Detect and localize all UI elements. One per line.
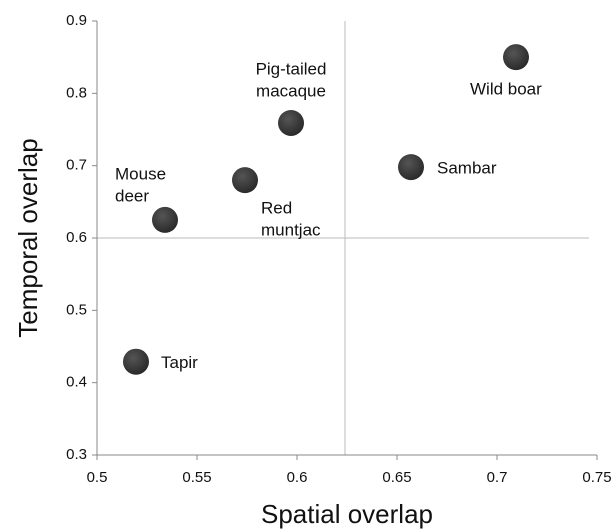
point-label: muntjac xyxy=(261,221,321,240)
point-label: Tapir xyxy=(161,353,198,372)
y-tick-label: 0.5 xyxy=(66,301,87,318)
y-tick-label: 0.8 xyxy=(66,84,87,101)
x-tick-label: 0.7 xyxy=(487,469,508,486)
point-label: Wild boar xyxy=(470,80,542,99)
point xyxy=(232,167,258,194)
point-label: macaque xyxy=(256,81,326,100)
point-label: Red xyxy=(261,199,292,218)
point xyxy=(398,154,424,181)
x-tick-label: 0.65 xyxy=(382,469,411,486)
x-axis-title: Spatial overlap xyxy=(261,499,433,529)
point-label: Sambar xyxy=(437,159,497,178)
point-label: deer xyxy=(115,186,149,205)
point xyxy=(503,44,529,71)
x-tick-label: 0.6 xyxy=(287,469,308,486)
y-axis-title: Temporal overlap xyxy=(13,138,43,337)
y-tick-label: 0.9 xyxy=(66,12,87,29)
y-tick-label: 0.7 xyxy=(66,157,87,174)
y-tick-label: 0.4 xyxy=(66,374,87,391)
x-tick-label: 0.55 xyxy=(182,469,211,486)
point xyxy=(123,348,149,375)
point-label: Mouse xyxy=(115,164,166,183)
y-tick-label: 0.6 xyxy=(66,229,87,246)
point xyxy=(278,109,304,136)
x-tick-label: 0.5 xyxy=(87,469,108,486)
point-label: Pig-tailed xyxy=(256,59,327,78)
x-tick-label: 0.75 xyxy=(582,469,611,486)
y-tick-label: 0.3 xyxy=(66,446,87,463)
point xyxy=(152,206,178,233)
